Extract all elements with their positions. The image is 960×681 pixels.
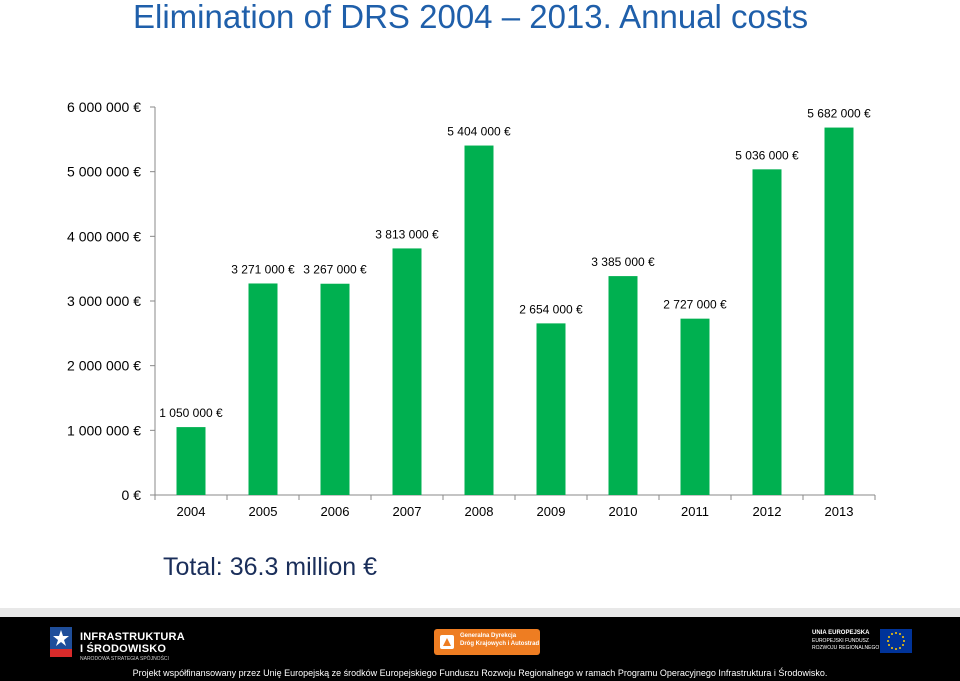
logo-left-line2: I ŚRODOWISKO bbox=[80, 643, 167, 655]
bar-2012 bbox=[752, 169, 782, 495]
bar-chart: 0 € 1 000 000 € 2 000 000 € 3 000 000 € 4 00… bbox=[67, 99, 876, 519]
x-tick-label: 2013 bbox=[825, 504, 854, 519]
bar-2010 bbox=[608, 276, 638, 495]
footer: INFRASTRUKTURA I ŚRODOWISKO NARODOWA STR… bbox=[0, 617, 960, 681]
bars bbox=[176, 127, 854, 496]
logo-right-line2: EUROPEJSKI FUNDUSZ bbox=[812, 638, 869, 644]
infrastruktura-logo: INFRASTRUKTURA I ŚRODOWISKO NARODOWA STR… bbox=[50, 625, 190, 665]
y-tick-label: 0 € bbox=[122, 487, 142, 503]
data-label-2004: 1 050 000 € bbox=[159, 406, 223, 420]
x-axis: 2004 2005 2006 2007 2008 2009 2010 2011 2012 2013 bbox=[154, 494, 876, 519]
logo-right-line3: ROZWOJU REGIONALNEGO bbox=[812, 645, 880, 651]
bar-2006 bbox=[320, 283, 350, 495]
data-label-2005: 3 271 000 € bbox=[231, 262, 295, 276]
bar-2004 bbox=[176, 427, 206, 495]
x-tick-label: 2011 bbox=[681, 504, 709, 519]
y-tick-label: 5 000 000 € bbox=[67, 164, 141, 180]
y-tick-label: 6 000 000 € bbox=[67, 99, 141, 115]
bar-2007 bbox=[392, 248, 422, 495]
bar-2008 bbox=[464, 145, 494, 496]
road-sign-icon bbox=[440, 635, 454, 649]
bar-2005 bbox=[248, 283, 278, 495]
x-tick-label: 2005 bbox=[249, 504, 278, 519]
bar-2009 bbox=[536, 323, 566, 495]
y-tick-label: 2 000 000 € bbox=[67, 358, 141, 374]
x-tick-label: 2004 bbox=[177, 504, 206, 519]
y-tick-label: 3 000 000 € bbox=[67, 293, 141, 309]
x-tick-label: 2010 bbox=[609, 504, 638, 519]
logo-left-line1: INFRASTRUKTURA bbox=[80, 631, 185, 643]
footer-separator bbox=[0, 608, 960, 617]
logo-left-line3: NARODOWA STRATEGIA SPÓJNOŚCI bbox=[80, 656, 169, 662]
data-label-2008: 5 404 000 € bbox=[447, 125, 511, 139]
eu-flag-icon bbox=[880, 629, 912, 653]
footer-note: Projekt współfinansowany przez Unię Euro… bbox=[132, 668, 828, 678]
bar-2011 bbox=[680, 318, 710, 495]
eu-logo: UNIA EUROPEJSKA EUROPEJSKI FUNDUSZ ROZWO… bbox=[808, 627, 912, 663]
x-tick-label: 2012 bbox=[753, 504, 782, 519]
stars-icon bbox=[50, 627, 72, 657]
data-labels: 1 050 000 € 3 271 000 € 3 267 000 € 3 813 0… bbox=[159, 107, 871, 421]
bar-2013 bbox=[824, 127, 854, 496]
y-tick-label: 1 000 000 € bbox=[67, 422, 141, 438]
data-label-2006: 3 267 000 € bbox=[303, 263, 367, 277]
data-label-2013: 5 682 000 € bbox=[807, 107, 871, 121]
x-tick-label: 2007 bbox=[393, 504, 422, 519]
data-label-2011: 2 727 000 € bbox=[663, 298, 727, 312]
x-tick-label: 2009 bbox=[537, 504, 566, 519]
page-title: Elimination of DRS 2004 – 2013. Annual c… bbox=[133, 0, 809, 35]
x-tick-label: 2008 bbox=[465, 504, 494, 519]
logo-center-line2: Dróg Krajowych i Autostrad bbox=[460, 641, 540, 647]
x-tick-label: 2006 bbox=[321, 504, 350, 519]
total-label: Total: 36.3 million € bbox=[163, 553, 378, 581]
logo-right-line1: UNIA EUROPEJSKA bbox=[812, 630, 870, 636]
y-axis: 0 € 1 000 000 € 2 000 000 € 3 000 000 € 4 00… bbox=[67, 99, 156, 503]
gddkia-logo: Generalna Dyrekcja Dróg Krajowych i Auto… bbox=[434, 629, 540, 655]
data-label-2007: 3 813 000 € bbox=[375, 227, 439, 241]
data-label-2012: 5 036 000 € bbox=[735, 148, 799, 162]
y-tick-label: 4 000 000 € bbox=[67, 228, 141, 244]
data-label-2010: 3 385 000 € bbox=[591, 255, 655, 269]
logo-center-line1: Generalna Dyrekcja bbox=[460, 633, 517, 639]
data-label-2009: 2 654 000 € bbox=[519, 302, 583, 316]
